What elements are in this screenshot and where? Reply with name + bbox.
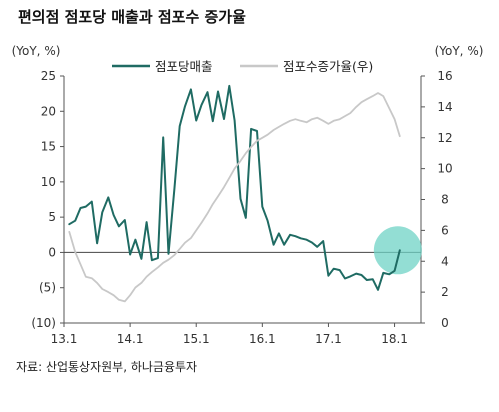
x-axis-tick-label: 15.1 <box>183 332 210 346</box>
x-axis-tick-label: 14.1 <box>117 332 144 346</box>
left-axis-tick-label: 15 <box>41 140 56 154</box>
x-axis-tick-label: 13.1 <box>51 332 78 346</box>
left-axis-tick-label: 10 <box>41 175 56 189</box>
right-axis-tick-label: 14 <box>437 100 452 114</box>
x-axis-tick-label: 17.1 <box>315 332 342 346</box>
highlight-circle <box>373 226 422 275</box>
left-axis-unit-label: (YoY, %) <box>12 44 61 58</box>
left-axis-tick-label: 5 <box>48 210 56 224</box>
right-axis-tick-label: 16 <box>437 69 452 83</box>
legend-label-store-growth: 점포수증가율(우) <box>283 59 373 74</box>
right-axis-tick-label: 0 <box>441 316 449 330</box>
left-axis-tick-label: (10) <box>31 316 56 330</box>
chart-title: 편의점 점포당 매출과 점포수 증가율 <box>18 8 246 26</box>
x-axis-tick-label: 16.1 <box>249 332 276 346</box>
right-axis-unit-label: (YoY, %) <box>435 44 484 58</box>
series-line-store-growth <box>68 92 401 303</box>
left-axis-tick-label: 20 <box>41 104 56 118</box>
left-axis-tick-label: 25 <box>41 69 56 83</box>
left-axis-tick-label: (5) <box>39 281 56 295</box>
right-axis-tick-label: 4 <box>441 254 449 268</box>
right-axis-tick-label: 10 <box>437 162 452 176</box>
x-axis-tick-label: 18.1 <box>381 332 408 346</box>
right-axis-tick-label: 6 <box>441 223 449 237</box>
right-axis-tick-label: 2 <box>441 285 449 299</box>
legend-label-sales-per-store: 점포당매출 <box>155 59 213 74</box>
left-axis-tick-label: 0 <box>48 245 56 259</box>
series-line-sales-per-store <box>68 84 401 291</box>
right-axis-tick-label: 12 <box>437 131 452 145</box>
right-axis-tick-label: 8 <box>441 193 449 207</box>
source-note: 자료: 산업통상자원부, 하나금융투자 <box>16 360 198 374</box>
